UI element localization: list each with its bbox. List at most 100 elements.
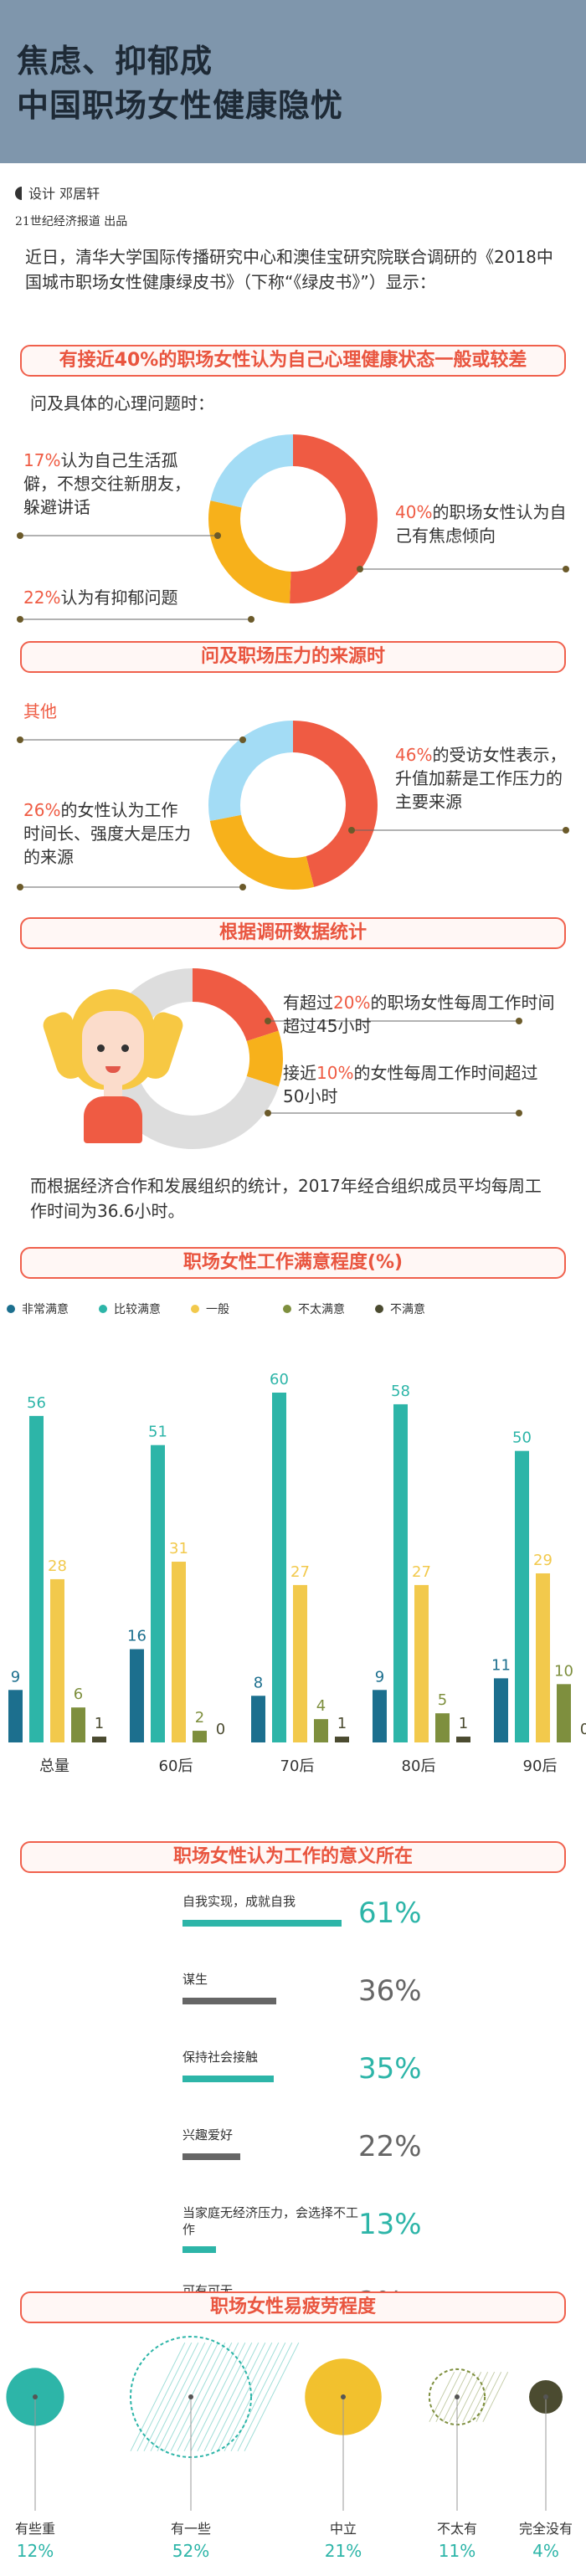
meaning-label-0: 自我实现，成就自我 xyxy=(182,1894,296,1909)
fatigue-center-1 xyxy=(188,2394,193,2399)
bar-4-2 xyxy=(536,1573,550,1742)
bar-3-0 xyxy=(373,1690,387,1742)
leader-over45-dot xyxy=(265,1018,271,1024)
fatigue-hatch xyxy=(130,2342,186,2452)
meaning-bar-1 xyxy=(182,1998,277,2004)
girl-eye-left xyxy=(97,1044,105,1052)
over45-pre: 有超过 xyxy=(283,993,333,1013)
mental-prompt: 问及具体的心理问题时： xyxy=(30,393,214,413)
fatigue-hatch xyxy=(462,2371,489,2423)
meaning-pct-4: 13% xyxy=(358,2208,422,2241)
leader-anxiety-dot xyxy=(357,566,363,572)
isolation-pct: 17% xyxy=(23,450,61,470)
bar-1-2 xyxy=(172,1562,186,1742)
fatigue-pct-4: 4% xyxy=(532,2541,559,2561)
section-fatigue: 职场女性易疲劳程度 xyxy=(20,2291,566,2323)
section-meaning: 职场女性认为工作的意义所在 xyxy=(20,1841,566,1873)
fatigue-hatch xyxy=(190,2342,246,2452)
bar-value-4-2: 29 xyxy=(533,1552,553,1569)
depression-pct: 22% xyxy=(23,588,61,608)
half-circle-icon xyxy=(15,187,22,200)
bar-3-3 xyxy=(435,1713,450,1742)
donut-mental-health xyxy=(208,434,378,603)
girl-face xyxy=(82,1011,144,1086)
bar-value-2-0: 8 xyxy=(254,1674,263,1691)
bar-value-0-1: 56 xyxy=(27,1394,46,1412)
meaning-label-4: 当家庭无经济压力，会选择不工作 xyxy=(182,2205,359,2237)
bar-value-1-3: 2 xyxy=(195,1709,204,1727)
slice-over50 xyxy=(246,1030,283,1087)
bar-0-4 xyxy=(92,1737,106,1742)
legend-dot-4 xyxy=(375,1305,383,1313)
bar-value-1-1: 51 xyxy=(148,1424,167,1441)
over45-pct: 20% xyxy=(333,993,371,1013)
meaning-bar-4 xyxy=(182,2246,217,2253)
page-title-line1: 焦虑、抑郁成 xyxy=(17,43,213,80)
meaning-pct-0: 61% xyxy=(358,1896,422,1930)
bar-2-4 xyxy=(335,1737,349,1742)
section-satisfaction: 职场女性工作满意程度(%) xyxy=(20,1247,566,1279)
legend-label-1: 比较满意 xyxy=(114,1303,161,1316)
category-label-2: 70后 xyxy=(280,1758,315,1775)
legend-label-0: 非常满意 xyxy=(22,1303,69,1316)
section-pressure: 问及职场压力的来源时 xyxy=(20,641,566,673)
bar-value-4-3: 10 xyxy=(554,1662,573,1680)
section-statistics: 根据调研数据统计 xyxy=(20,917,566,949)
meaning-bar-2 xyxy=(182,2076,275,2082)
satisfaction-legend: 非常满意 比较满意 一般 不太满意 不满意 xyxy=(0,1299,586,1319)
over50-label: 接近10%的女性每周工作时间超过50小时 xyxy=(283,1061,551,1108)
anxiety-label: 40%的职场女性认为自己有焦虑倾向 xyxy=(395,500,575,547)
meaning-row-4: 当家庭无经济压力，会选择不工作 13% xyxy=(182,2204,517,2271)
fatigue-center-2 xyxy=(341,2394,346,2399)
bar-3-2 xyxy=(414,1584,429,1742)
section-mental-health: 有接近40%的职场女性认为自己心理健康状态一般或较差 xyxy=(20,345,566,377)
meaning-row-0: 自我实现，成就自我 61% xyxy=(182,1893,517,1960)
bar-value-4-1: 50 xyxy=(512,1429,532,1447)
over50-pre: 接近 xyxy=(283,1063,316,1083)
category-label-3: 80后 xyxy=(402,1758,436,1775)
bar-value-2-3: 4 xyxy=(316,1697,326,1715)
depression-text: 认为有抑郁问题 xyxy=(60,588,178,608)
intro-text: 近日，清华大学国际传播研究中心和澳佳宝研究院联合调研的《2018中国城市职场女性… xyxy=(25,247,553,292)
girl-mouth xyxy=(105,1066,121,1073)
fatigue-hatch xyxy=(183,2342,239,2452)
meaning-bar-3 xyxy=(182,2153,240,2160)
legend-dot-1 xyxy=(99,1305,107,1313)
slice-depression xyxy=(208,500,292,603)
bar-0-0 xyxy=(8,1690,23,1742)
legend-label-3: 不太满意 xyxy=(298,1303,345,1316)
leader-anxiety-end-dot xyxy=(563,566,569,572)
fatigue-hatch xyxy=(244,2342,300,2452)
meaning-row-2: 保持社会接触 35% xyxy=(182,2049,517,2116)
over45-post: 的职场女性每周工作时间超过45小时 xyxy=(283,993,555,1036)
leader-over45-end-dot xyxy=(516,1018,522,1024)
bar-4-3 xyxy=(557,1684,571,1742)
bar-0-1 xyxy=(29,1415,44,1742)
bar-value-4-0: 11 xyxy=(491,1656,511,1674)
fatigue-hatch xyxy=(237,2342,293,2452)
hours-pressure-text: 的女性认为工作时间长、强度大是压力的来源 xyxy=(23,800,191,867)
bar-value-2-1: 60 xyxy=(270,1371,289,1388)
bar-4-1 xyxy=(515,1450,529,1742)
bar-value-3-1: 58 xyxy=(391,1383,410,1400)
fatigue-hatch xyxy=(210,2342,266,2452)
bar-value-4-4: 0 xyxy=(580,1721,586,1738)
donut-pressure-source xyxy=(208,721,378,890)
girl-shirt xyxy=(84,1096,142,1143)
fatigue-label-2: 中立 xyxy=(329,2521,357,2537)
girl-neck xyxy=(104,1085,122,1100)
bar-value-0-3: 6 xyxy=(74,1686,83,1703)
bar-1-3 xyxy=(193,1731,207,1742)
fatigue-hatch xyxy=(203,2342,260,2452)
fatigue-hatch xyxy=(469,2371,496,2423)
leader-other-dot xyxy=(17,736,23,743)
leader-lines xyxy=(17,532,569,1116)
leader-salary-end-dot xyxy=(563,827,569,834)
meaning-pct-3: 22% xyxy=(358,2130,422,2163)
fatigue-hatch xyxy=(435,2371,462,2423)
leader-depression-end-dot xyxy=(248,616,254,623)
bar-value-1-0: 16 xyxy=(127,1628,146,1645)
oecd-text: 而根据经济合作和发展组织的统计，2017年经合组织成员平均每周工作时间为36.6… xyxy=(30,1176,542,1221)
fatigue-label-0: 有些重 xyxy=(14,2521,55,2537)
